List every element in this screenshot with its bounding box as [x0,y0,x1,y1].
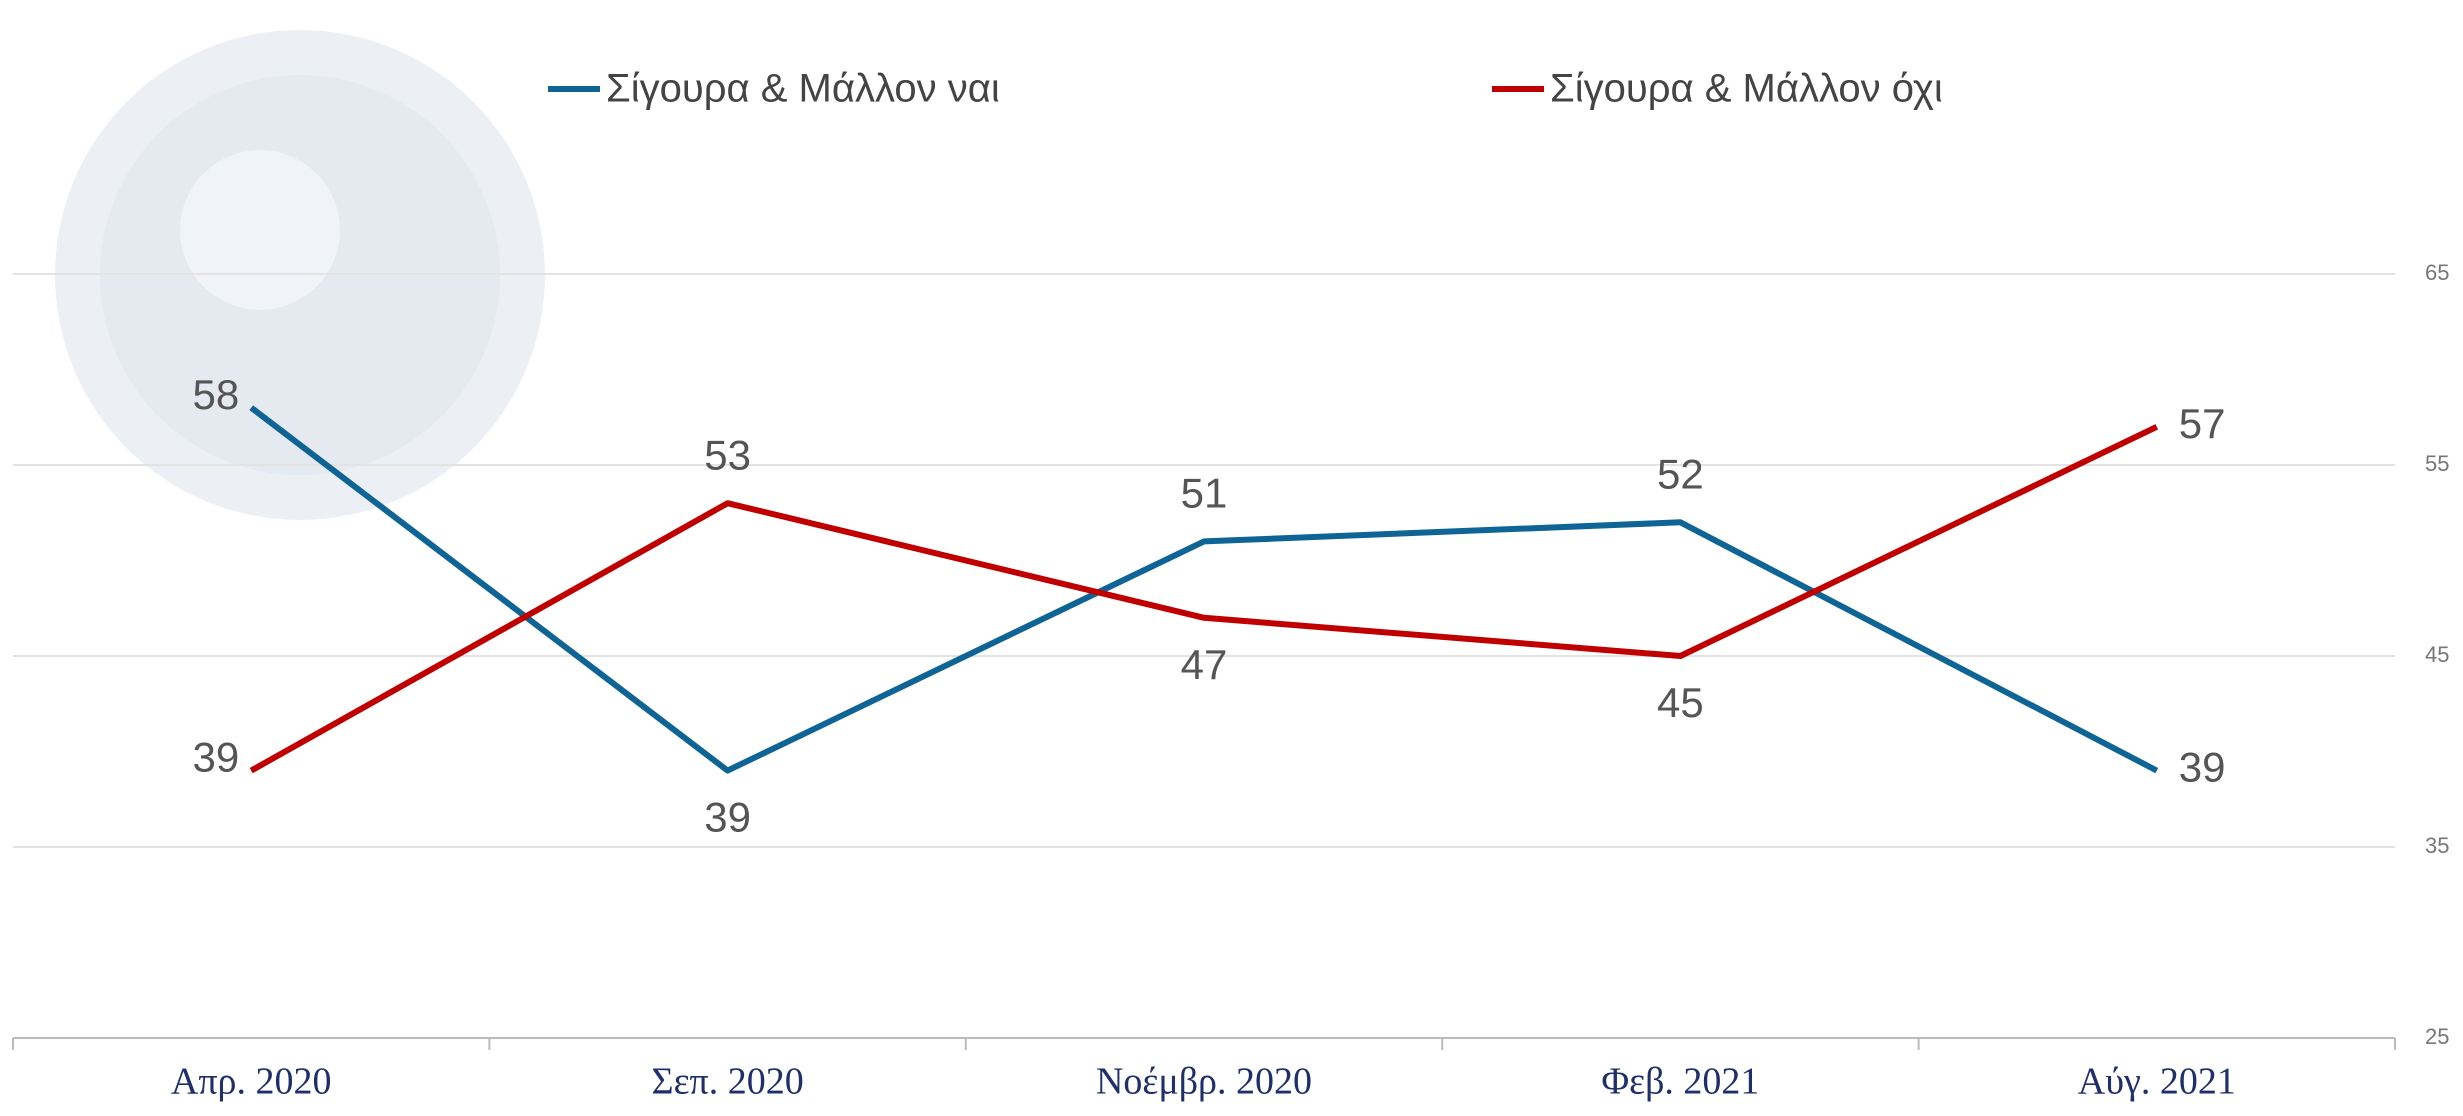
data-label: 39 [704,794,751,841]
data-label: 53 [704,431,751,478]
data-label: 47 [1181,641,1228,688]
y-tick-label: 35 [2425,833,2449,858]
data-label: 52 [1657,450,1704,497]
x-tick-label: Απρ. 2020 [171,1061,332,1103]
x-tick-label: Νοέμβρ. 2020 [1096,1061,1312,1103]
legend-label: Σίγουρα & Μάλλον ναι [606,67,1000,111]
data-label: 45 [1657,679,1704,726]
y-tick-label: 55 [2425,451,2449,476]
x-tick-label: Σεπ. 2020 [651,1061,803,1103]
data-label: 39 [2179,744,2226,791]
series-line [249,424,2159,774]
data-label: 57 [2179,400,2226,447]
data-label: 58 [192,371,239,418]
data-label: 39 [192,734,239,781]
data-label: 51 [1181,469,1228,516]
x-tick-label: Αύγ. 2021 [2078,1061,2236,1103]
legend-label: Σίγουρα & Μάλλον όχι [1550,67,1943,111]
y-tick-label: 65 [2425,260,2449,285]
y-tick-label: 25 [2425,1024,2449,1049]
y-tick-label: 45 [2425,642,2449,667]
x-tick-label: Φεβ. 2021 [1601,1061,1759,1103]
series-line [249,405,2159,774]
